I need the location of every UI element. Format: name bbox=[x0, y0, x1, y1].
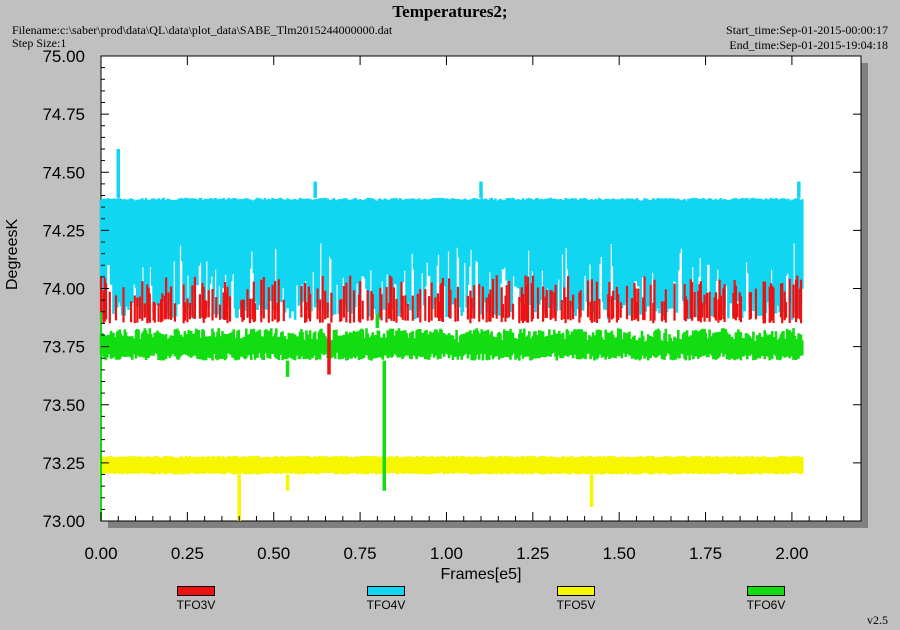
x-tick-label-2: 0.50 bbox=[257, 544, 290, 563]
series-band-tfo5v bbox=[99, 455, 804, 475]
legend-item-tfo3v: TFO3V bbox=[166, 586, 226, 612]
y-tick-label-6: 74.50 bbox=[42, 163, 85, 182]
step-size-label: Step Size:1 bbox=[12, 36, 67, 50]
chart-title: Temperatures2; bbox=[392, 2, 508, 21]
legend-item-tfo5v: TFO5V bbox=[546, 586, 606, 612]
version-label: v2.5 bbox=[867, 613, 888, 627]
legend-swatch-tfo3v bbox=[177, 586, 215, 596]
y-tick-label-5: 74.25 bbox=[42, 221, 85, 240]
legend-item-tfo6v: TFO6V bbox=[736, 586, 796, 612]
end-time-label: End_time:Sep-01-2015-19:04:18 bbox=[729, 38, 888, 52]
y-tick-label-3: 73.75 bbox=[42, 338, 85, 357]
y-tick-label-0: 73.00 bbox=[42, 512, 85, 531]
series-tfo4v bbox=[99, 149, 804, 320]
x-tick-label-8: 2.00 bbox=[775, 544, 808, 563]
series-band-tfo3v bbox=[99, 275, 803, 324]
x-tick-label-3: 0.75 bbox=[344, 544, 377, 563]
x-tick-label-5: 1.25 bbox=[516, 544, 549, 563]
x-tick-label-6: 1.50 bbox=[603, 544, 636, 563]
filename-label: Filename:c:\saber\prod\data\QL\data\plot… bbox=[12, 23, 393, 37]
start-time-label: Start_time:Sep-01-2015-00:00:17 bbox=[726, 23, 888, 37]
x-tick-label-7: 1.75 bbox=[689, 544, 722, 563]
legend-swatch-tfo4v bbox=[367, 586, 405, 596]
x-tick-label-1: 0.25 bbox=[171, 544, 204, 563]
y-tick-label-4: 74.00 bbox=[42, 280, 85, 299]
legend-label-tfo6v: TFO6V bbox=[746, 598, 786, 612]
series-tfo3v bbox=[99, 275, 803, 375]
legend-swatch-tfo6v bbox=[747, 586, 785, 596]
x-tick-label-4: 1.00 bbox=[430, 544, 463, 563]
x-axis-label: Frames[e5] bbox=[440, 566, 522, 583]
y-tick-label-8: 75.00 bbox=[42, 47, 85, 66]
legend-label-tfo5v: TFO5V bbox=[556, 598, 596, 612]
y-tick-label-1: 73.25 bbox=[42, 454, 85, 473]
y-tick-label-2: 73.50 bbox=[42, 396, 85, 415]
legend-label-tfo3v: TFO3V bbox=[176, 598, 216, 612]
y-tick-label-7: 74.75 bbox=[42, 105, 85, 124]
legend-label-tfo4v: TFO4V bbox=[366, 598, 406, 612]
x-tick-label-0: 0.00 bbox=[84, 544, 117, 563]
legend-swatch-tfo5v bbox=[557, 586, 595, 596]
legend-item-tfo4v: TFO4V bbox=[356, 586, 416, 612]
y-axis-label: DegreesK bbox=[4, 218, 21, 290]
series-band-tfo4v bbox=[99, 197, 804, 320]
